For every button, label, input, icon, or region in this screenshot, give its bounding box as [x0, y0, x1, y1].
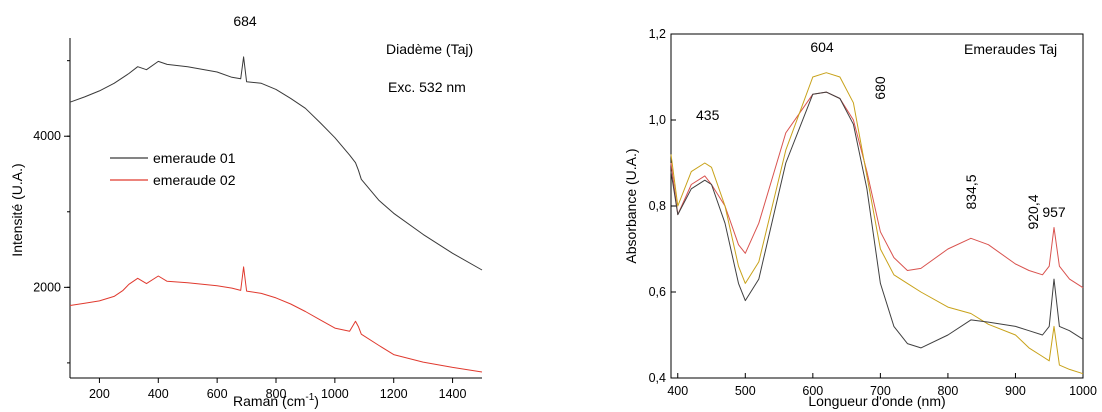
- right-x-tick-label: 500: [735, 384, 756, 398]
- left-y-axis-title: Intensité (U.A.): [9, 163, 25, 256]
- right-y-tick-label: 1,2: [649, 27, 666, 41]
- right-y-tick-label: 0,8: [649, 199, 666, 213]
- right-x-tick-label: 900: [1005, 384, 1026, 398]
- left-series-line-2: [69, 266, 483, 373]
- left-x-axis-title: Raman (cm-1): [233, 392, 319, 409]
- left-legend: emeraude 01 emeraude 02: [110, 150, 236, 188]
- right-x-tick-label: 700: [870, 384, 891, 398]
- right-peak-label-920-4: 920,4: [1025, 194, 1041, 229]
- left-x-tick-label: 1000: [321, 387, 349, 401]
- right-y-axis-title: Absorbance (U.A.): [623, 148, 639, 263]
- right-x-tick-label: 800: [937, 384, 958, 398]
- left-annotation-diademe: Diadème (Taj): [386, 41, 473, 57]
- raman-chart: 200 400 600 800 1000 1200 1400 2000 4000 Raman (…: [9, 13, 483, 409]
- right-peak-label-604: 604: [810, 39, 834, 55]
- left-y-tick-label: 2000: [33, 280, 61, 294]
- left-annotation-excitation: Exc. 532 nm: [388, 79, 466, 95]
- right-peak-label-957: 957: [1042, 204, 1066, 220]
- left-peak-label-684: 684: [233, 13, 257, 29]
- right-peak-label-680: 680: [872, 76, 888, 100]
- right-x-tick-label: 600: [802, 384, 823, 398]
- legend-label-emeraude-01: emeraude 01: [153, 150, 236, 166]
- left-x-tick-label: 600: [207, 387, 228, 401]
- legend-label-emeraude-02: emeraude 02: [153, 172, 236, 188]
- left-x-tick-label: 800: [266, 387, 287, 401]
- right-peak-label-435: 435: [696, 107, 720, 123]
- absorbance-chart: 400 500 600 700 800 900 1000 0,4 0,6 0,8 1,0 1,2 Lo…: [623, 27, 1097, 409]
- right-series-line-1: [670, 91, 1084, 289]
- left-series-line-1: [69, 56, 483, 271]
- left-x-tick-label: 1400: [439, 387, 467, 401]
- left-y-tick-label: 4000: [33, 129, 61, 143]
- right-x-tick-label: 400: [667, 384, 688, 398]
- right-chart-title: Emeraudes Taj: [964, 41, 1057, 57]
- right-y-tick-label: 0,4: [649, 371, 666, 385]
- right-series-line-2: [670, 72, 1084, 375]
- left-x-tick-label: 200: [89, 387, 110, 401]
- right-x-tick-label: 1000: [1069, 384, 1097, 398]
- left-x-tick-label: 1200: [380, 387, 408, 401]
- right-y-tick-label: 0,6: [649, 285, 666, 299]
- right-series-line-3: [670, 91, 1084, 349]
- left-x-tick-label: 400: [148, 387, 169, 401]
- right-x-axis-title: Longueur d'onde (nm): [808, 393, 945, 409]
- right-peak-label-834-5: 834,5: [963, 174, 979, 209]
- right-y-tick-label: 1,0: [649, 113, 666, 127]
